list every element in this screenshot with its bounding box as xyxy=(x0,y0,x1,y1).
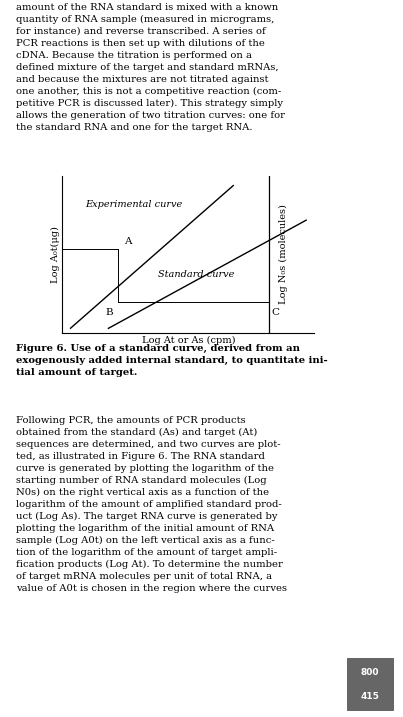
Text: B: B xyxy=(105,308,113,317)
Text: Standard curve: Standard curve xyxy=(158,270,235,279)
Text: 415: 415 xyxy=(360,693,379,701)
Y-axis label: Log A₀t(μg): Log A₀t(μg) xyxy=(50,226,60,283)
FancyBboxPatch shape xyxy=(347,658,393,710)
X-axis label: Log At or As (cpm): Log At or As (cpm) xyxy=(141,336,235,346)
Text: A: A xyxy=(124,237,132,246)
Text: Experimental curve: Experimental curve xyxy=(85,200,183,209)
Text: 800: 800 xyxy=(361,668,379,677)
Text: C: C xyxy=(272,308,280,317)
Text: Log N₀s (molecules): Log N₀s (molecules) xyxy=(279,204,288,305)
Text: Following PCR, the amounts of PCR products
obtained from the standard (As) and t: Following PCR, the amounts of PCR produc… xyxy=(16,416,287,593)
Text: Figure 6. Use of a standard curve, derived from an
exogenously added internal st: Figure 6. Use of a standard curve, deriv… xyxy=(16,344,328,377)
Text: amount of the RNA standard is mixed with a known
quantity of RNA sample (measure: amount of the RNA standard is mixed with… xyxy=(16,3,285,132)
